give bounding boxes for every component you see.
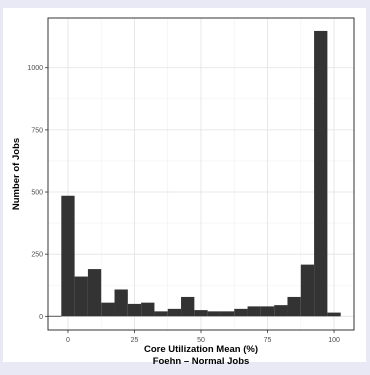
histogram-bar [194, 310, 208, 317]
y-tick-label: 0 [39, 314, 43, 321]
histogram-bar [181, 296, 195, 317]
page-border-top [0, 0, 370, 8]
histogram-bar [101, 302, 115, 317]
y-tick-label: 250 [31, 252, 43, 259]
histogram-bar [234, 308, 248, 317]
histogram-bar [260, 306, 275, 317]
histogram-bar [220, 311, 235, 317]
histogram-bar [327, 312, 341, 317]
page-border-bottom [0, 362, 370, 370]
x-axis-label: Core Utilization Mean (%) [144, 344, 258, 355]
histogram-bar [154, 311, 168, 317]
histogram-bar [167, 308, 182, 317]
histogram-bar [287, 296, 301, 317]
histogram-bar [87, 269, 102, 317]
y-tick-label: 1000 [27, 65, 43, 72]
x-tick-label: 75 [264, 337, 272, 344]
histogram-bar [74, 276, 88, 317]
y-tick-label: 500 [31, 190, 43, 197]
y-tick-label: 750 [31, 127, 43, 134]
page-border-left [0, 0, 3, 370]
histogram-bar [207, 311, 221, 317]
histogram-bar [127, 303, 142, 317]
histogram-bar [247, 306, 261, 317]
histogram-bar [300, 264, 315, 317]
x-tick-label: 50 [197, 337, 205, 344]
y-axis-label: Number of Jobs [11, 138, 22, 210]
x-tick-label: 100 [328, 337, 340, 344]
histogram-bar [61, 195, 75, 317]
bars [48, 30, 341, 317]
x-tick-label: 25 [131, 337, 139, 344]
x-axis-subtitle: Foehn – Normal Jobs [153, 356, 250, 367]
histogram-bar [274, 305, 288, 317]
histogram-bar [141, 302, 155, 317]
histogram-bar [48, 315, 62, 317]
histogram-bar [314, 30, 328, 317]
x-tick-label: 0 [66, 337, 70, 344]
histogram-bar [114, 289, 128, 317]
page-border-right [366, 0, 370, 370]
